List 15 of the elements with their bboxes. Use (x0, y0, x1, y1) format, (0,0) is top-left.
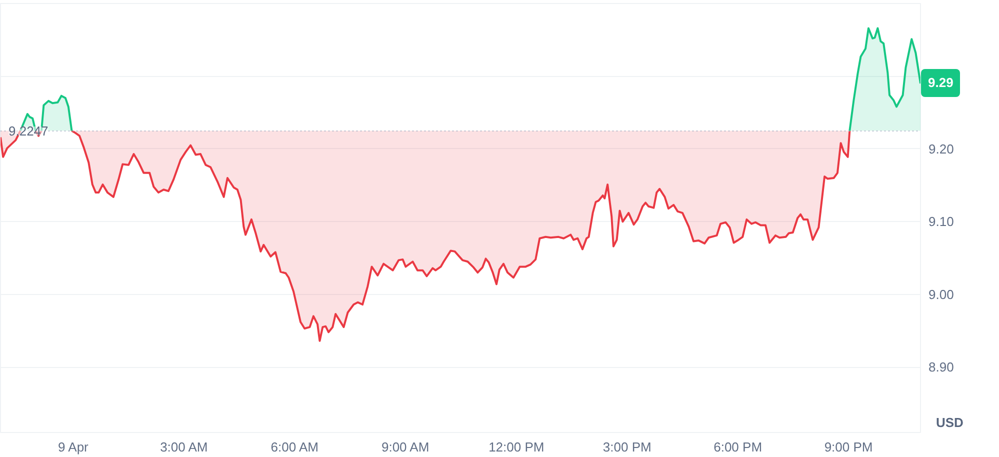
y-tick-label: 8.90 (928, 360, 954, 375)
x-tick-label: 12:00 PM (488, 440, 544, 454)
x-tick-label: 6:00 AM (270, 440, 318, 454)
annotation: 9.29 (928, 75, 954, 90)
y-tick-label: 9.00 (928, 286, 954, 302)
y-axis-title: USD (936, 415, 964, 430)
y-tick-label: 9.10 (928, 214, 954, 230)
x-tick-label: 3:00 AM (160, 440, 208, 454)
x-tick-label: 6:00 PM (714, 440, 762, 454)
ref-line-label: 9.2247 (8, 123, 48, 138)
y-tick-label: 9.20 (928, 141, 954, 156)
x-tick-label: 3:00 PM (602, 440, 652, 454)
x-tick-label: 9 Apr (58, 440, 90, 454)
x-tick-label: 9:00 PM (824, 440, 873, 454)
x-tick-label: 9:00 AM (381, 440, 430, 454)
